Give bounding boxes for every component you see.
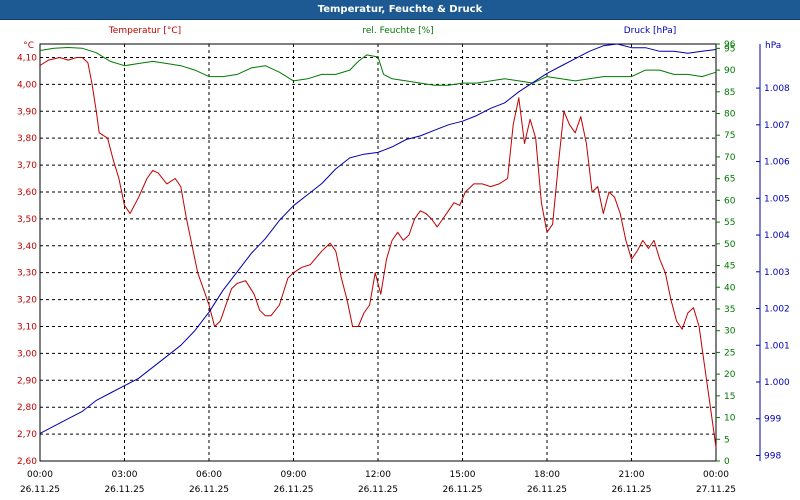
pressure-tick-label: 1.008 [764,84,790,94]
temperature-tick-label: 4,10 [17,53,37,63]
pressure-tick-label: 1.006 [764,158,790,168]
humidity-tick-label: 30 [724,327,736,337]
window-title: Temperatur, Feuchte & Druck [0,0,800,20]
x-tick-date: 26.11.25 [273,485,313,495]
x-tick-time: 09:00 [281,470,307,480]
x-tick-time: 12:00 [365,470,391,480]
x-tick-date: 26.11.25 [104,485,144,495]
humidity-tick-label: 0 [724,457,730,467]
x-tick-time: 06:00 [196,470,222,480]
humidity-line [39,47,717,86]
pressure-tick-label: 1.007 [764,121,790,131]
humidity-tick-label: 20 [724,370,736,380]
x-tick-time: 00:00 [703,470,729,480]
temperature-tick-label: 3,20 [17,296,37,306]
x-tick-time: 00:00 [27,470,53,480]
humidity-tick-label: 95 [724,44,735,54]
humidity-tick-label: 70 [724,153,736,163]
humidity-tick-label: 75 [724,131,735,141]
axis-ticks: 00:00 26.11.25 03:00 26.11.25 06:00 26.11.25 0… [17,40,790,495]
humidity-tick-label: 55 [724,218,735,228]
temperature-tick-label: 2,80 [17,403,37,413]
pressure-axis-title: Druck [hPa] [624,26,677,36]
grid [39,43,717,462]
humidity-tick-label: 65 [724,175,735,185]
x-tick-date: 26.11.25 [189,485,229,495]
humidity-tick-label: 90 [724,66,736,76]
temperature-tick-label: 3,00 [17,349,37,359]
humidity-tick-label: 85 [724,88,735,98]
pressure-tick-label: 999 [764,415,781,425]
x-tick-date: 26.11.25 [527,485,567,495]
temperature-tick-label: 3,50 [17,215,37,225]
humidity-tick-label: 80 [724,110,736,120]
humidity-tick-label: 5 [724,435,730,445]
pressure-tick-label: 1.000 [764,378,790,388]
humidity-tick-label: 96 [724,40,736,50]
pressure-tick-label: 1.003 [764,268,790,278]
x-tick-date: 26.11.25 [442,485,482,495]
temperature-axis-title: Temperatur [°C] [108,26,181,36]
humidity-tick-label: 15 [724,392,735,402]
x-tick-time: 21:00 [619,470,645,480]
temperature-tick-label: 3,60 [17,188,37,198]
x-tick-date: 26.11.25 [358,485,398,495]
axes: °C Temperatur [°C] rel. Feuchte [%] Druc… [23,26,781,51]
temperature-tick-label: 3,70 [17,161,37,171]
temperature-unit-label: °C [23,41,34,51]
temperature-tick-label: 3,10 [17,322,37,332]
pressure-tick-label: 1.004 [764,231,790,241]
x-tick-time: 15:00 [450,470,476,480]
temperature-tick-label: 2,60 [17,457,37,467]
temperature-tick-label: 4,00 [17,80,37,90]
humidity-tick-label: 50 [724,240,736,250]
temperature-tick-label: 2,90 [17,376,37,386]
humidity-tick-label: 40 [724,283,736,293]
humidity-tick-label: 45 [724,262,735,272]
x-tick-date: 26.11.25 [20,485,60,495]
x-tick-time: 18:00 [534,470,560,480]
temperature-tick-label: 3,30 [17,269,37,279]
humidity-tick-label: 60 [724,196,736,206]
humidity-tick-label: 10 [724,414,736,424]
x-tick-date: 26.11.25 [611,485,651,495]
temperature-tick-label: 3,90 [17,107,37,117]
pressure-tick-label: 1.005 [764,194,790,204]
temperature-tick-label: 3,40 [17,242,37,252]
temperature-line [39,57,717,448]
pressure-tick-label: 1.001 [764,341,790,351]
x-tick-time: 03:00 [112,470,138,480]
humidity-axis-title: rel. Feuchte [%] [362,26,433,36]
temperature-tick-label: 3,80 [17,134,37,144]
pressure-unit-label: hPa [765,41,781,51]
pressure-tick-label: 998 [764,451,781,461]
x-tick-date: 27.11.25 [696,485,736,495]
pressure-line [39,43,717,434]
humidity-tick-label: 25 [724,348,735,358]
data-series [39,43,717,448]
pressure-tick-label: 1.002 [764,305,790,315]
humidity-tick-label: 35 [724,305,735,315]
temperature-tick-label: 2,70 [17,430,37,440]
